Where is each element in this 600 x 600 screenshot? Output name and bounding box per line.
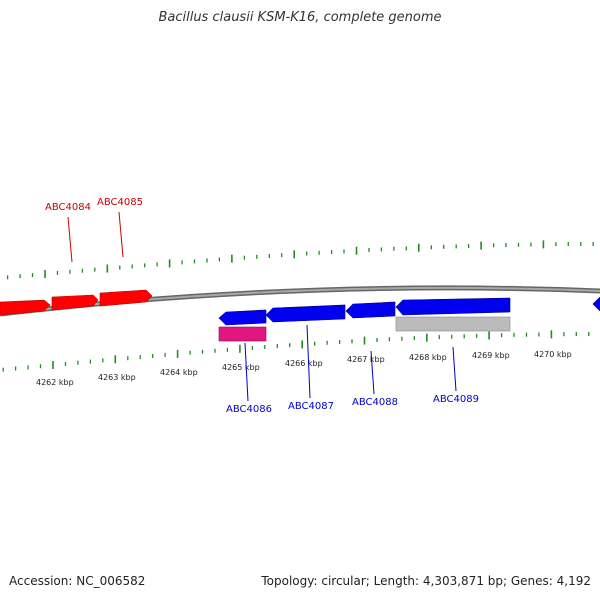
gene-arrow-abc4088[interactable] (345, 301, 396, 319)
tick-label-4267: 4267 kbp (347, 355, 385, 364)
gene-arrow-partial[interactable] (0, 299, 51, 316)
rna-feature[interactable] (218, 326, 267, 342)
label-leader-abc4085 (118, 211, 124, 258)
label-leader-abc4084 (67, 216, 73, 263)
gene-label-abc4086[interactable]: ABC4086 (226, 404, 272, 415)
forward-gene-labels: ABC4084 ABC4085 (45, 197, 143, 263)
gene-label-abc4088[interactable]: ABC4088 (352, 397, 398, 408)
map-title: Bacillus clausii KSM-K16, complete genom… (158, 10, 442, 25)
label-leader-abc4087 (306, 324, 311, 399)
other-feature[interactable] (395, 316, 511, 332)
tick-row-upper (6, 240, 594, 280)
gene-arrow-abc4086[interactable] (218, 309, 267, 326)
forward-genes (0, 289, 153, 316)
genome-summary-text: Topology: circular; Length: 4,303,871 bp… (261, 574, 591, 588)
tick-label-4268: 4268 kbp (409, 353, 447, 362)
label-leader-abc4089 (452, 346, 457, 392)
gene-label-abc4084[interactable]: ABC4084 (45, 202, 91, 213)
gene-label-abc4087[interactable]: ABC4087 (288, 401, 334, 412)
gene-arrow-abc4089[interactable] (395, 297, 511, 316)
label-leader-abc4088 (370, 350, 375, 395)
reverse-genes (218, 296, 600, 326)
scale-labels: 4262 kbp 4263 kbp 4264 kbp 4265 kbp 4266… (36, 350, 572, 387)
tick-label-4265: 4265 kbp (222, 363, 260, 372)
reverse-gene-labels: ABC4086 ABC4087 ABC4088 ABC4089 (226, 324, 479, 415)
tick-label-4266: 4266 kbp (285, 359, 323, 368)
tick-label-4264: 4264 kbp (160, 368, 198, 377)
tick-label-4262: 4262 kbp (36, 378, 74, 387)
gene-arrow-abc4085[interactable] (99, 289, 153, 307)
gene-arrow-abc4087[interactable] (265, 304, 346, 323)
gene-arrow-partial-right[interactable] (592, 296, 600, 312)
accession-text: Accession: NC_006582 (9, 574, 146, 588)
gene-label-abc4085[interactable]: ABC4085 (97, 197, 143, 208)
label-leader-abc4086 (244, 342, 249, 402)
tick-label-4270: 4270 kbp (534, 350, 572, 359)
tick-label-4269: 4269 kbp (472, 351, 510, 360)
gene-arrow-abc4084[interactable] (51, 294, 99, 311)
tick-label-4263: 4263 kbp (98, 373, 136, 382)
gene-label-abc4089[interactable]: ABC4089 (433, 394, 479, 405)
tick-row-lower (2, 330, 590, 372)
